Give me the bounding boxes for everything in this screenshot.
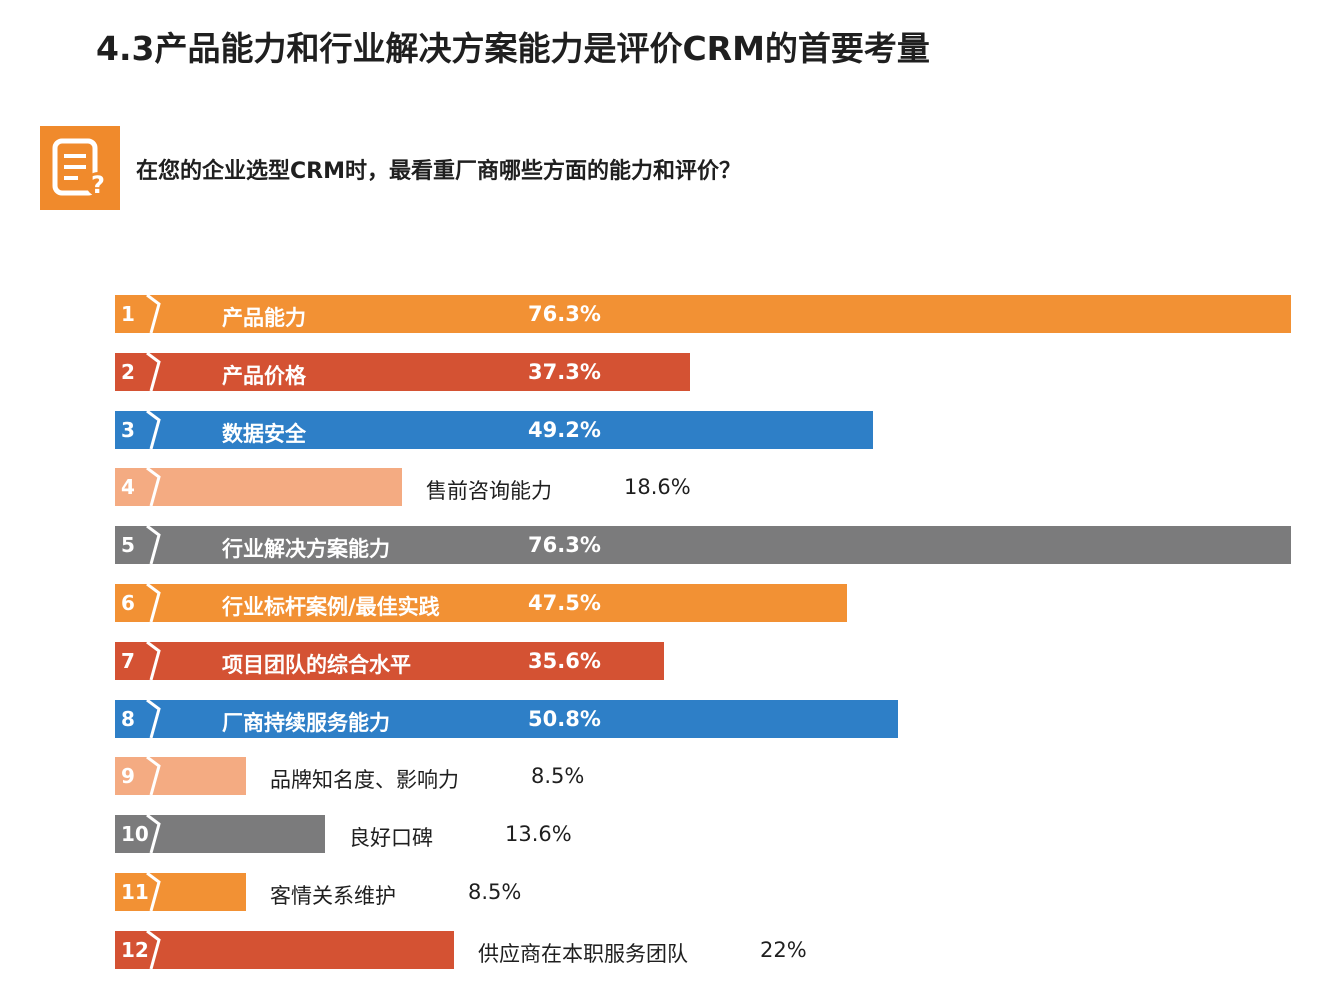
value-label: 8.5% bbox=[468, 880, 522, 904]
category-label: 项目团队的综合水平 bbox=[222, 653, 411, 677]
rank-number: 9 bbox=[121, 764, 135, 788]
category-label: 售前咨询能力 bbox=[426, 479, 552, 503]
bar-row: 7 项目团队的综合水平 35.6% bbox=[0, 642, 1336, 680]
rank-chevron-icon bbox=[146, 873, 161, 911]
category-label: 良好口碑 bbox=[349, 826, 433, 850]
rank-chevron-icon bbox=[146, 700, 161, 738]
bar-row: 5 行业解决方案能力 76.3% bbox=[0, 526, 1336, 564]
bar-row: 3 数据安全 49.2% bbox=[0, 411, 1336, 449]
bar-row: 4 售前咨询能力 18.6% bbox=[0, 468, 1336, 506]
rank-chevron-icon bbox=[146, 295, 161, 333]
rank-chevron-icon bbox=[146, 757, 161, 795]
value-label: 50.8% bbox=[528, 707, 601, 731]
rank-number: 8 bbox=[121, 707, 135, 731]
value-label: 13.6% bbox=[505, 822, 572, 846]
bar-row: 8 厂商持续服务能力 50.8% bbox=[0, 700, 1336, 738]
rank-chevron-icon bbox=[146, 468, 161, 506]
category-label: 行业解决方案能力 bbox=[222, 537, 390, 561]
value-label: 18.6% bbox=[624, 475, 691, 499]
bar bbox=[115, 873, 246, 911]
rank-number: 5 bbox=[121, 533, 135, 557]
value-label: 22% bbox=[760, 938, 807, 962]
bar bbox=[115, 584, 847, 622]
rank-chevron-icon bbox=[146, 353, 161, 391]
bar-row: 9 品牌知名度、影响力 8.5% bbox=[0, 757, 1336, 795]
rank-chevron-icon bbox=[146, 526, 161, 564]
value-label: 76.3% bbox=[528, 533, 601, 557]
rank-number: 11 bbox=[121, 880, 149, 904]
page-title: 4.3产品能力和行业解决方案能力是评价CRM的首要考量 bbox=[96, 29, 930, 68]
rank-chevron-icon bbox=[146, 642, 161, 680]
value-label: 47.5% bbox=[528, 591, 601, 615]
rank-chevron-icon bbox=[146, 931, 161, 969]
document-question-icon: ? bbox=[40, 126, 120, 210]
rank-number: 2 bbox=[121, 360, 135, 384]
rank-number: 12 bbox=[121, 938, 149, 962]
category-label: 产品价格 bbox=[222, 364, 306, 388]
rank-number: 4 bbox=[121, 475, 135, 499]
category-label: 行业标杆案例/最佳实践 bbox=[222, 595, 440, 619]
svg-text:?: ? bbox=[91, 171, 105, 199]
value-label: 49.2% bbox=[528, 418, 601, 442]
bar bbox=[115, 700, 898, 738]
value-label: 8.5% bbox=[531, 764, 585, 788]
rank-chevron-icon bbox=[146, 411, 161, 449]
bar bbox=[115, 815, 325, 853]
rank-number: 7 bbox=[121, 649, 135, 673]
category-label: 厂商持续服务能力 bbox=[222, 711, 390, 735]
bar bbox=[115, 411, 873, 449]
rank-number: 3 bbox=[121, 418, 135, 442]
bar bbox=[115, 931, 454, 969]
bar bbox=[115, 526, 1291, 564]
bar bbox=[115, 642, 664, 680]
bar-row: 11 客情关系维护 8.5% bbox=[0, 873, 1336, 911]
rank-chevron-icon bbox=[146, 815, 161, 853]
category-label: 产品能力 bbox=[222, 306, 306, 330]
rank-number: 6 bbox=[121, 591, 135, 615]
bar-row: 1 产品能力 76.3% bbox=[0, 295, 1336, 333]
rank-chevron-icon bbox=[146, 584, 161, 622]
bar bbox=[115, 295, 1291, 333]
category-label: 品牌知名度、影响力 bbox=[270, 768, 459, 792]
category-label: 客情关系维护 bbox=[270, 884, 396, 908]
value-label: 76.3% bbox=[528, 302, 601, 326]
bar bbox=[115, 757, 246, 795]
bar-row: 2 产品价格 37.3% bbox=[0, 353, 1336, 391]
rank-number: 10 bbox=[121, 822, 149, 846]
bar-row: 6 行业标杆案例/最佳实践 47.5% bbox=[0, 584, 1336, 622]
rank-number: 1 bbox=[121, 302, 135, 326]
bar bbox=[115, 468, 402, 506]
bar-row: 12 供应商在本职服务团队 22% bbox=[0, 931, 1336, 969]
bar bbox=[115, 353, 690, 391]
value-label: 35.6% bbox=[528, 649, 601, 673]
value-label: 37.3% bbox=[528, 360, 601, 384]
category-label: 数据安全 bbox=[222, 422, 306, 446]
bar-row: 10 良好口碑 13.6% bbox=[0, 815, 1336, 853]
category-label: 供应商在本职服务团队 bbox=[478, 942, 688, 966]
survey-question: 在您的企业选型CRM时，最看重厂商哪些方面的能力和评价？ bbox=[136, 159, 741, 184]
